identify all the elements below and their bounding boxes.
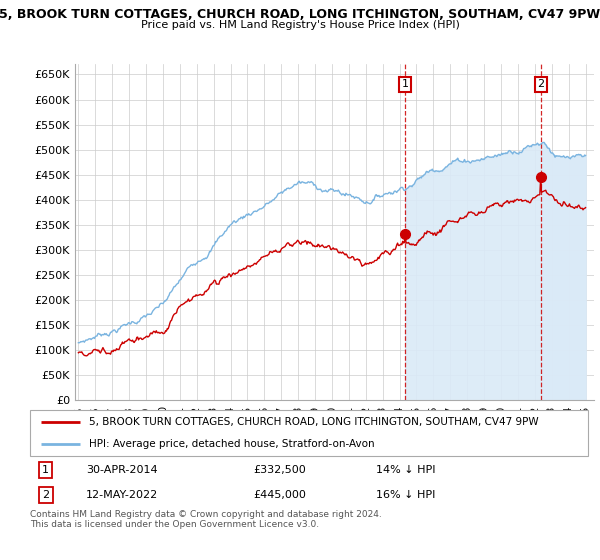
Text: 30-APR-2014: 30-APR-2014 (86, 465, 157, 475)
Text: 1: 1 (42, 465, 49, 475)
Text: 1: 1 (401, 80, 409, 90)
Text: HPI: Average price, detached house, Stratford-on-Avon: HPI: Average price, detached house, Stra… (89, 439, 374, 449)
Text: Price paid vs. HM Land Registry's House Price Index (HPI): Price paid vs. HM Land Registry's House … (140, 20, 460, 30)
Text: 2: 2 (538, 80, 545, 90)
Text: £445,000: £445,000 (253, 491, 306, 500)
Text: Contains HM Land Registry data © Crown copyright and database right 2024.
This d: Contains HM Land Registry data © Crown c… (30, 510, 382, 529)
Text: 2: 2 (42, 491, 49, 500)
Text: £332,500: £332,500 (253, 465, 306, 475)
FancyBboxPatch shape (30, 410, 588, 456)
Text: 12-MAY-2022: 12-MAY-2022 (86, 491, 158, 500)
Text: 16% ↓ HPI: 16% ↓ HPI (376, 491, 436, 500)
Text: 5, BROOK TURN COTTAGES, CHURCH ROAD, LONG ITCHINGTON, SOUTHAM, CV47 9PW: 5, BROOK TURN COTTAGES, CHURCH ROAD, LON… (89, 417, 538, 427)
Text: 14% ↓ HPI: 14% ↓ HPI (376, 465, 436, 475)
Text: 5, BROOK TURN COTTAGES, CHURCH ROAD, LONG ITCHINGTON, SOUTHAM, CV47 9PW: 5, BROOK TURN COTTAGES, CHURCH ROAD, LON… (0, 8, 600, 21)
